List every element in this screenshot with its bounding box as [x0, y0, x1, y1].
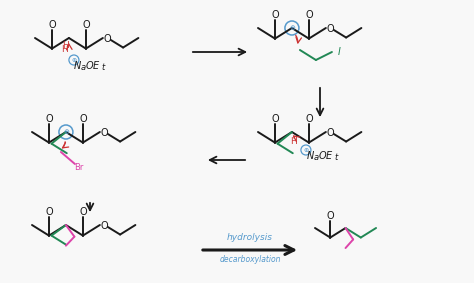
- Text: H: H: [62, 44, 68, 53]
- Text: N: N: [73, 61, 81, 71]
- Text: ⊕: ⊕: [63, 129, 69, 135]
- Text: O: O: [271, 113, 279, 124]
- Text: O: O: [305, 113, 313, 124]
- Text: O: O: [48, 20, 56, 30]
- Text: O: O: [327, 211, 334, 221]
- Text: O: O: [100, 221, 108, 231]
- Text: O: O: [271, 10, 279, 20]
- Text: E: E: [93, 61, 99, 71]
- Text: O: O: [79, 113, 87, 124]
- Text: O: O: [79, 207, 87, 216]
- Text: a: a: [313, 153, 319, 162]
- Text: O: O: [326, 24, 334, 34]
- Text: O: O: [82, 20, 90, 30]
- Text: decarboxylation: decarboxylation: [219, 256, 281, 265]
- Text: a: a: [81, 63, 85, 72]
- Text: Br: Br: [74, 162, 83, 171]
- Text: ⊕: ⊕: [303, 147, 309, 153]
- Text: E: E: [326, 151, 332, 161]
- Text: O: O: [45, 207, 53, 216]
- Text: t: t: [101, 63, 105, 72]
- Text: ⊕: ⊕: [289, 25, 295, 31]
- Text: ⊕: ⊕: [71, 57, 76, 63]
- Text: hydrolysis: hydrolysis: [227, 233, 273, 241]
- Text: O: O: [103, 34, 110, 44]
- Text: O: O: [326, 128, 334, 138]
- Text: N: N: [306, 151, 313, 161]
- Text: O: O: [305, 10, 313, 20]
- Text: H: H: [291, 138, 297, 147]
- Text: O: O: [100, 128, 108, 138]
- Text: t: t: [334, 153, 337, 162]
- Text: H: H: [63, 42, 69, 50]
- Text: O: O: [45, 113, 53, 124]
- Text: I: I: [337, 47, 340, 57]
- Text: O: O: [318, 151, 326, 161]
- Text: O: O: [85, 61, 93, 71]
